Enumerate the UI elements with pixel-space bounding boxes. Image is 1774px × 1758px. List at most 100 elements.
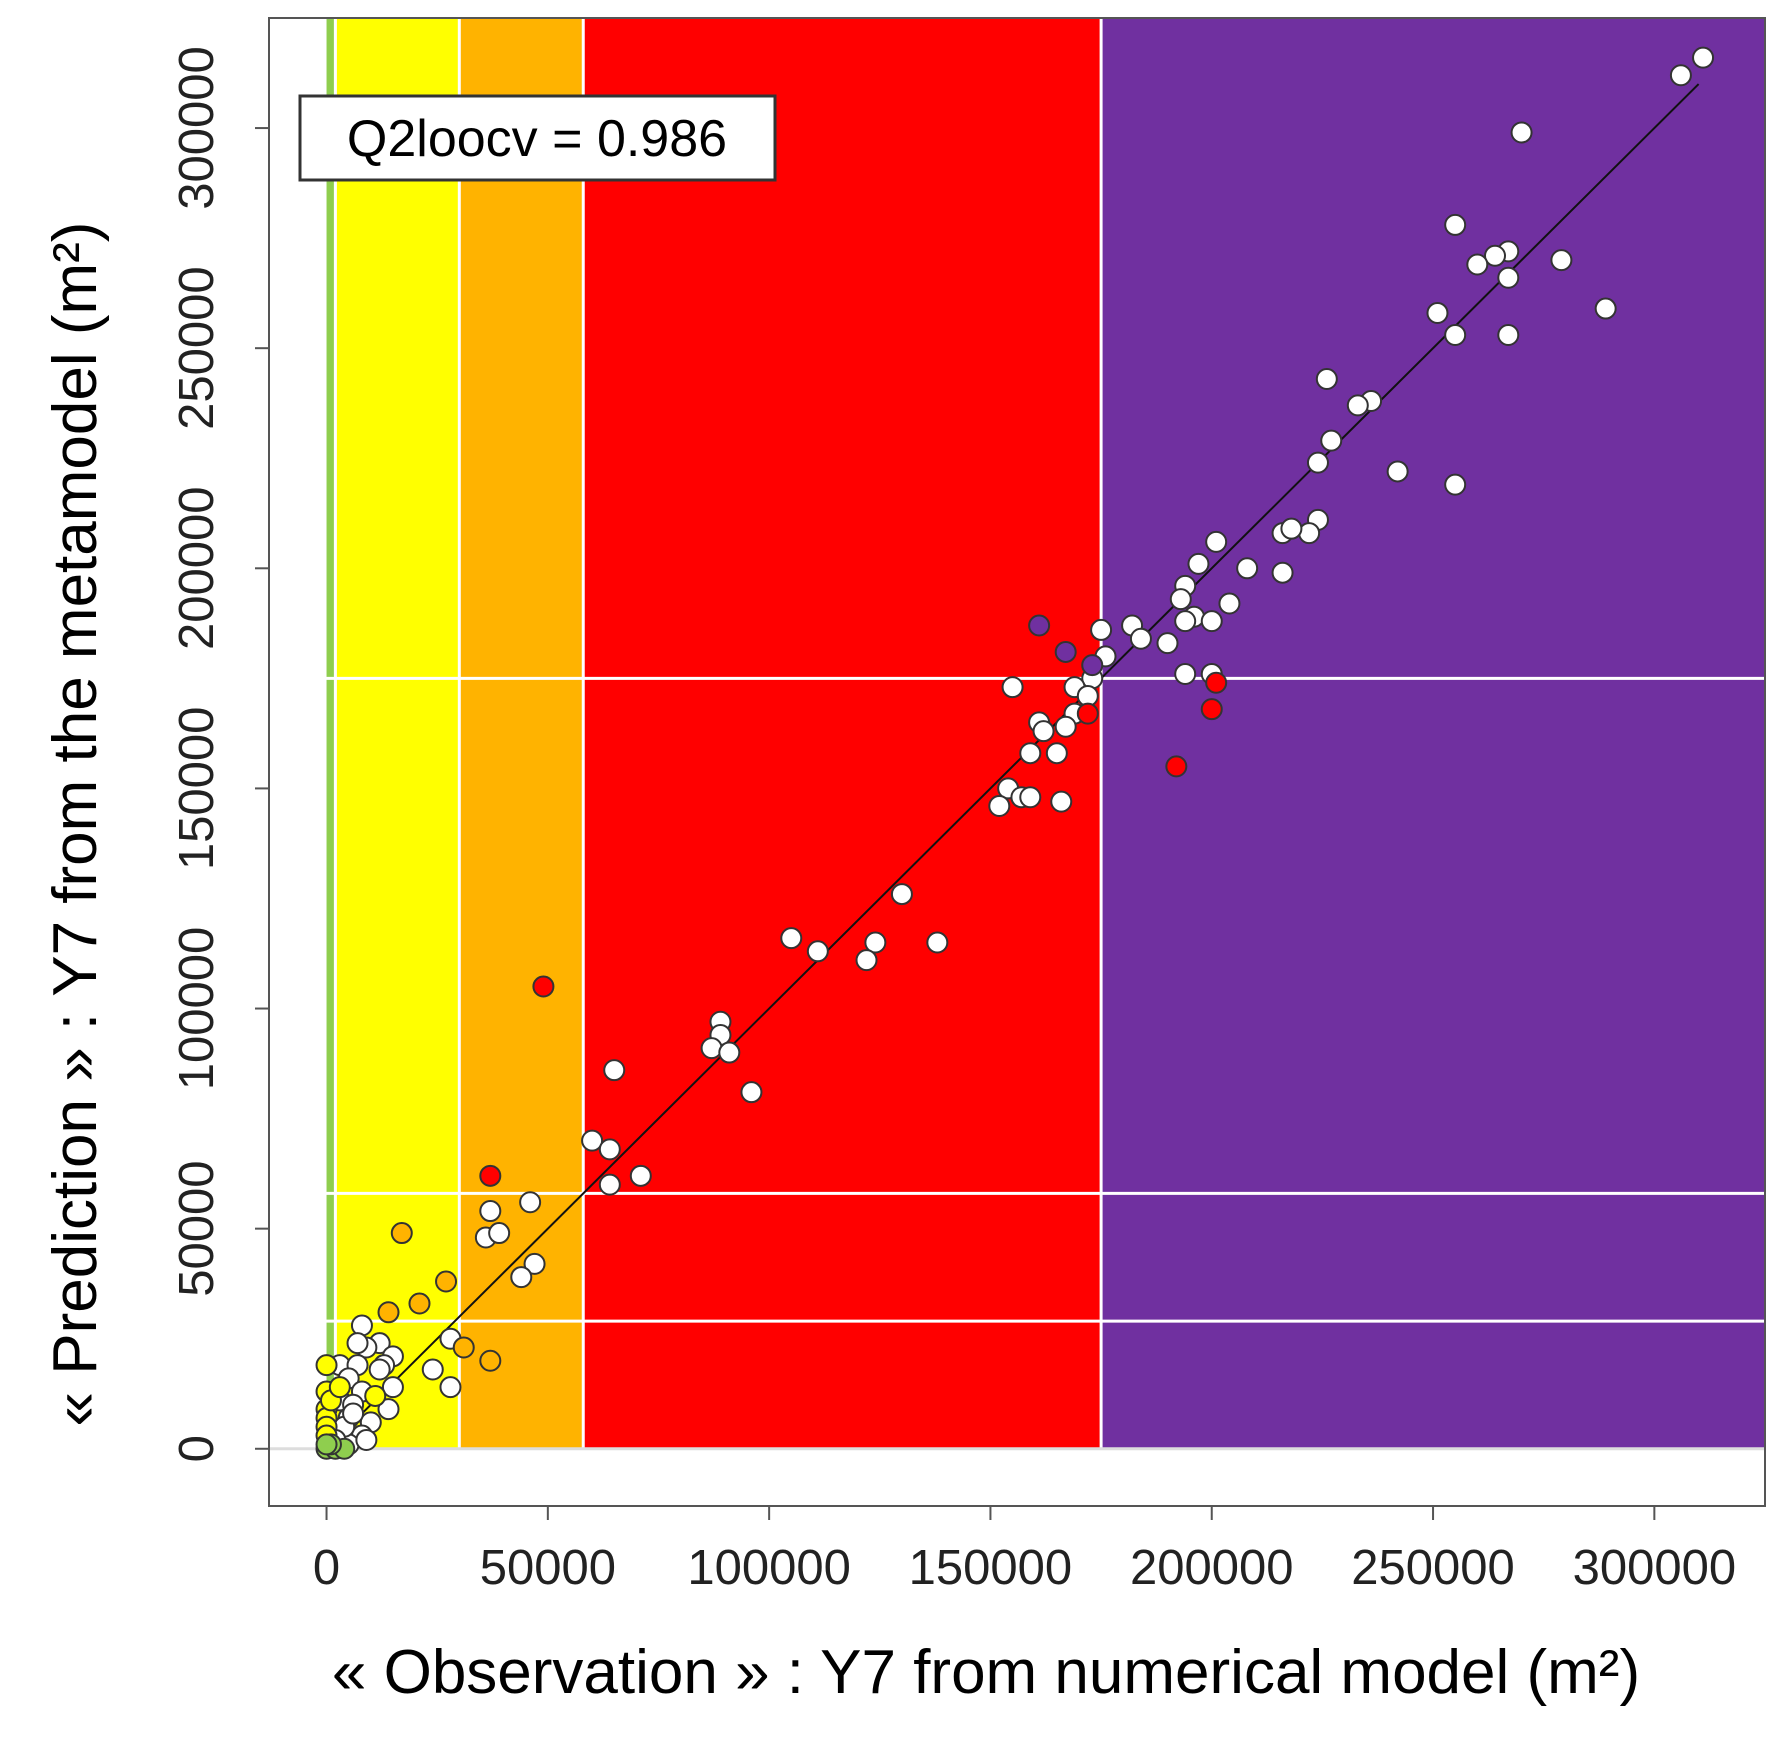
y-axis: 0 50000 100000 150000 200000 250000 300000 [170,46,269,1462]
class-band [583,18,1102,1449]
y-axis-title: « Prediction » : Y7 from the metamodel (… [41,222,110,1427]
y-tick-label: 150000 [170,707,224,871]
data-point [1205,671,1228,694]
data-point [479,1349,502,1372]
data-point [1054,715,1077,738]
data-point [780,927,803,950]
identity-reference-line [325,83,1700,1450]
data-point [1444,473,1467,496]
data-point [1497,323,1520,346]
data-point [1076,702,1099,725]
data-point [603,1059,626,1082]
data-point [1346,394,1369,417]
data-point [1466,253,1489,276]
class-band [1101,18,1765,1449]
data-point [1444,213,1467,236]
q2loocv-annotation: Q2loocv = 0.986 [347,110,727,168]
data-point [1019,742,1042,765]
data-point [315,1433,338,1456]
data-point [1320,429,1343,452]
data-point [1019,786,1042,809]
annotation-box: Q2loocv = 0.986 [298,94,777,182]
data-point [377,1398,400,1421]
data-point [855,949,878,972]
data-point [1028,614,1051,637]
data-points [315,46,1715,1460]
plot-frame [268,17,1766,1507]
data-point [328,1376,351,1399]
data-point [488,1222,511,1245]
data-point [390,1222,413,1245]
data-point [1054,640,1077,663]
data-point [1315,367,1338,390]
data-point [1280,517,1303,540]
data-point [1510,121,1533,144]
data-point [1692,46,1715,69]
data-point [346,1332,369,1355]
data-point [1444,323,1467,346]
data-point [479,1164,502,1187]
data-point [1165,755,1188,778]
data-point [1205,530,1228,553]
y-tick-label: 0 [170,1435,224,1462]
data-point [381,1376,404,1399]
data-point [1174,662,1197,685]
y-tick-label: 300000 [170,46,224,210]
data-point [1669,64,1692,87]
data-point [1081,654,1104,677]
data-point [1174,610,1197,633]
data-point [700,1037,723,1060]
data-point [452,1336,475,1359]
x-axis-title: « Observation » : Y7 from numerical mode… [332,1638,1640,1707]
data-point [598,1138,621,1161]
data-point [1484,244,1507,267]
data-point [1001,676,1024,699]
data-point [1090,618,1113,641]
data-point [364,1384,387,1407]
data-point [1218,592,1241,615]
data-point [479,1200,502,1223]
data-point [740,1081,763,1104]
x-tick-label: 150000 [909,1541,1073,1595]
y-tick-label: 50000 [170,1161,224,1297]
data-point [1129,627,1152,650]
x-tick-label: 300000 [1573,1541,1737,1595]
data-point [864,931,887,954]
data-point [1050,790,1073,813]
data-point [1298,522,1321,545]
data-point [532,975,555,998]
data-point [342,1402,365,1425]
x-tick-label: 100000 [687,1541,851,1595]
data-point [523,1252,546,1275]
y-tick-label: 200000 [170,487,224,651]
data-point [598,1173,621,1196]
data-point [439,1376,462,1399]
data-point [1497,266,1520,289]
data-point [1271,561,1294,584]
data-point [926,931,949,954]
data-point [408,1292,431,1315]
x-tick-label: 0 [313,1541,340,1595]
y-tick-label: 250000 [170,266,224,430]
data-point [1045,742,1068,765]
data-point [1550,249,1573,272]
data-point [1306,451,1329,474]
x-tick-label: 200000 [1130,1541,1294,1595]
y-tick-label: 100000 [170,927,224,1091]
data-point [435,1270,458,1293]
data-point [1156,632,1179,655]
data-point [421,1358,444,1381]
data-point [1594,297,1617,320]
data-point [629,1164,652,1187]
class-band [335,18,460,1449]
data-point [718,1041,741,1064]
data-point [1236,557,1259,580]
data-point [1032,720,1055,743]
data-point [519,1191,542,1214]
data-point [1386,460,1409,483]
data-point [315,1354,338,1377]
x-axis: 0 50000 100000 150000 200000 250000 300000 [313,1506,1736,1595]
data-point [1200,610,1223,633]
data-point [581,1129,604,1152]
